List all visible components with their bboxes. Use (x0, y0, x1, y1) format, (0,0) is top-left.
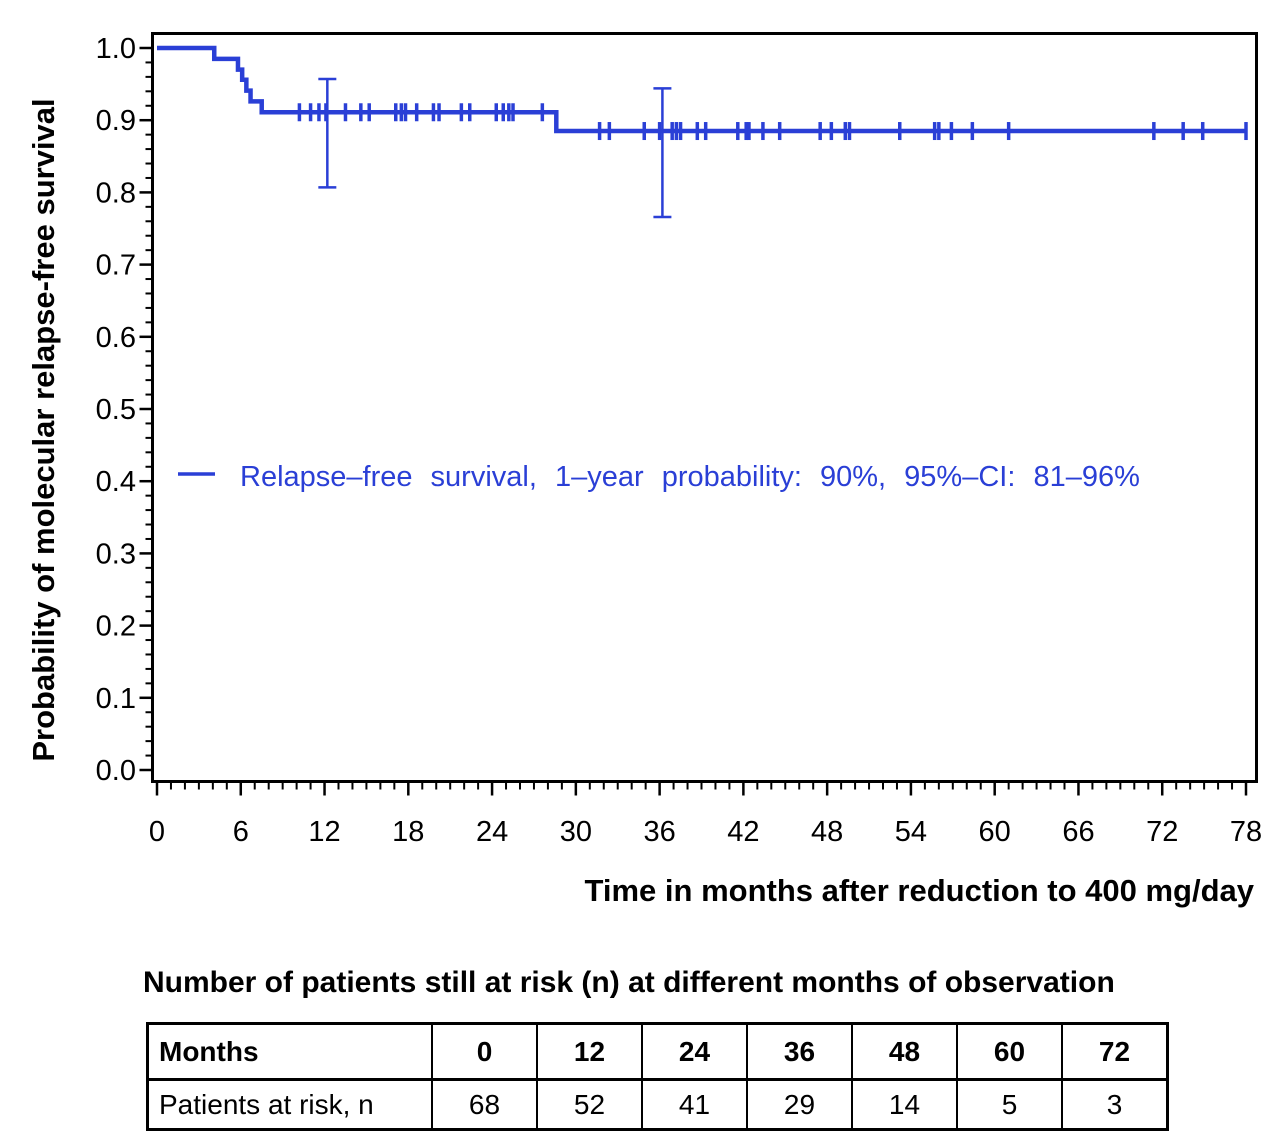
x-tick-label: 12 (308, 816, 340, 848)
risk-table-month-cell: 0 (431, 1022, 538, 1081)
risk-table-header-row: Months 0 12 24 36 48 60 72 (146, 1022, 1169, 1081)
risk-table-month-cell: 24 (641, 1022, 748, 1081)
censor-marks (297, 103, 1248, 141)
y-axis-title: Probability of molecular relapse-free su… (26, 98, 61, 761)
y-tick-label: 0.1 (96, 683, 136, 715)
plot-frame (151, 32, 1258, 783)
risk-table-month-cell: 72 (1061, 1022, 1169, 1081)
y-axis: 0.0 0.1 0.2 0.3 0.4 0.5 0.6 0.7 0.8 0.9 1.0 (96, 33, 153, 787)
km-survival-chart: 0.0 0.1 0.2 0.3 0.4 0.5 0.6 0.7 0.8 0.9 1.0 0 6 12 18 2… (26, 32, 1262, 908)
risk-table-count-cell: 3 (1061, 1078, 1169, 1131)
x-tick-label: 60 (979, 816, 1011, 848)
risk-table-count-cell: 52 (536, 1078, 643, 1131)
risk-table-title: Number of patients still at risk (n) at … (143, 966, 1115, 999)
risk-table-month-cell: 36 (746, 1022, 853, 1081)
risk-table-count-cell: 68 (431, 1078, 538, 1131)
risk-table-row-label: Patients at risk, n (146, 1078, 433, 1131)
risk-table-count-cell: 41 (641, 1078, 748, 1131)
y-tick-label: 0.3 (96, 538, 136, 570)
risk-table-count-cell: 5 (956, 1078, 1063, 1131)
risk-table-count-cell: 14 (851, 1078, 958, 1131)
x-axis-title: Time in months after reduction to 400 mg… (585, 873, 1255, 908)
y-tick-label: 0.2 (96, 611, 136, 643)
risk-table-header: Months 0 12 24 36 48 60 72 (146, 1022, 1169, 1081)
y-tick-label: 0.8 (96, 177, 136, 209)
risk-table-count-cell: 29 (746, 1078, 853, 1131)
x-tick-label: 48 (811, 816, 843, 848)
x-tick-label: 54 (895, 816, 927, 848)
x-tick-label: 42 (727, 816, 759, 848)
y-tick-label: 0.5 (96, 394, 136, 426)
x-tick-label: 36 (643, 816, 675, 848)
risk-table-months-header: Months (146, 1022, 433, 1081)
x-tick-label: 18 (392, 816, 424, 848)
x-axis: 0 6 12 18 24 30 36 42 48 54 60 66 72 78 (149, 781, 1262, 848)
y-tick-label: 0.6 (96, 322, 136, 354)
x-tick-label: 72 (1146, 816, 1178, 848)
y-tick-label: 0.9 (96, 105, 136, 137)
x-tick-label: 24 (476, 816, 508, 848)
y-tick-label: 1.0 (96, 33, 136, 65)
legend: Relapse–free survival, 1–year probabilit… (178, 461, 1140, 493)
x-tick-label: 30 (560, 816, 592, 848)
x-tick-label: 78 (1230, 816, 1262, 848)
y-tick-label: 0.7 (96, 250, 136, 282)
risk-table-body: Patients at risk, n 68 52 41 29 14 5 3 (146, 1078, 1169, 1131)
legend-label: Relapse–free survival, 1–year probabilit… (240, 461, 1140, 493)
y-tick-label: 0.0 (96, 755, 136, 787)
confidence-interval-bars (318, 77, 672, 219)
x-tick-label: 0 (149, 816, 165, 848)
y-tick-label: 0.4 (96, 466, 136, 498)
risk-table-counts-row: Patients at risk, n 68 52 41 29 14 5 3 (146, 1078, 1169, 1131)
risk-table-month-cell: 60 (956, 1022, 1063, 1081)
x-tick-label: 6 (233, 816, 249, 848)
risk-table-month-cell: 48 (851, 1022, 958, 1081)
risk-table-month-cell: 12 (536, 1022, 643, 1081)
survival-curve (157, 45, 1246, 134)
x-tick-label: 66 (1062, 816, 1094, 848)
